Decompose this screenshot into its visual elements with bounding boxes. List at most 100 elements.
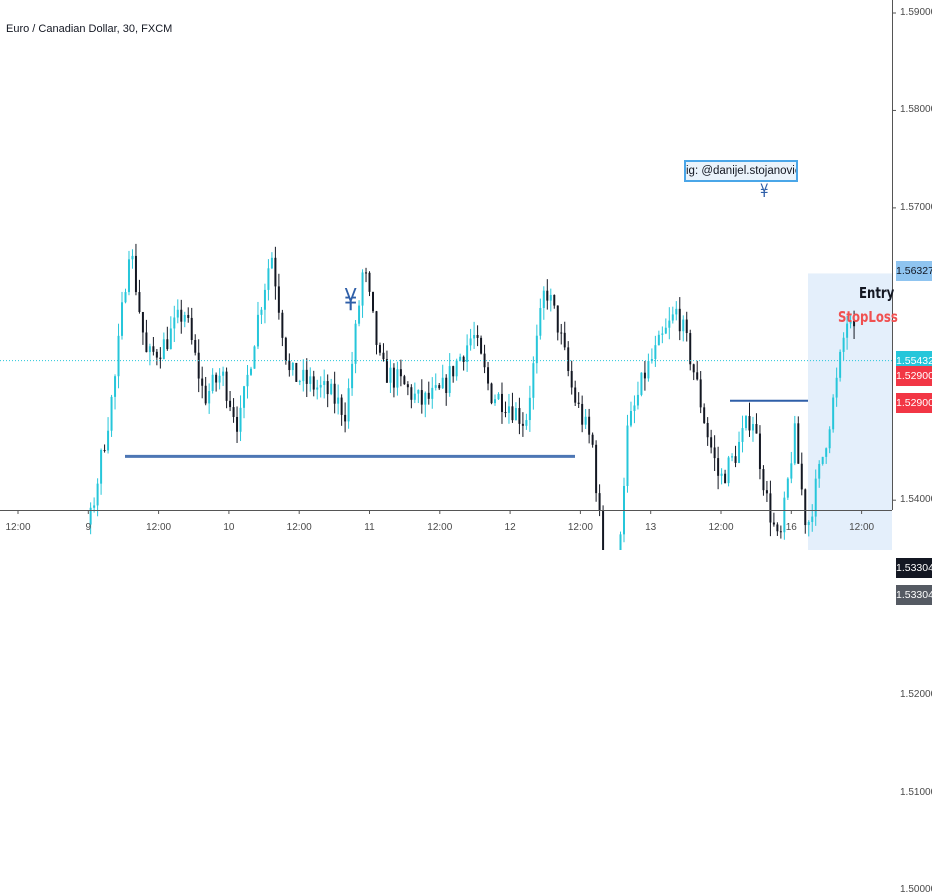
candle-body [731,456,734,458]
candle-body [595,444,598,494]
x-tick-label: 12 [504,522,516,533]
stoploss-label: StopLoss [838,308,898,326]
candle-body [211,374,214,391]
candle-body [650,359,653,362]
candle-body [222,371,225,376]
y-tick-label: 1.52000 [900,689,932,701]
candle-body [720,473,723,476]
candle-body [748,416,751,431]
candle-body [114,376,117,397]
candle-body [539,308,542,336]
candle-body [204,385,207,404]
candle-body [330,383,333,395]
candle-body [487,367,490,384]
x-tick-label: 13 [645,522,657,533]
price-badge-stop-dup: 1.52900 [896,393,932,413]
candle-body [466,345,469,362]
candle-body [546,290,549,301]
candle-body [197,352,200,379]
candle-body [507,406,510,413]
candle-body [521,423,524,426]
candle-body [389,367,392,383]
candle-body [525,420,528,426]
candle-body [378,344,381,353]
candle-body [103,450,106,452]
candle-body [710,437,713,448]
candle-body [239,407,242,432]
candle-body [455,360,458,377]
candle-body [246,374,249,387]
candle-body [762,469,765,491]
candle-body [131,255,134,260]
candle-body [274,257,277,287]
candle-body [741,428,744,442]
candle-body [406,384,409,388]
price-badge-entry-dup: 1.53304 [896,585,932,606]
x-tick-label: 12:00 [146,522,172,533]
candle-body [563,332,566,348]
watermark-label[interactable]: ig: @danijel.stojanovicc [684,160,798,182]
candle-body [758,433,761,470]
candle-body [786,478,789,498]
price-badge-target: 1.56327 [896,261,932,282]
candle-body [598,493,601,511]
candle-body [835,377,838,398]
candle-body [107,430,110,451]
candle-body [602,510,605,550]
candle-body [155,351,158,358]
candle-body [302,369,305,382]
candle-body [413,393,416,400]
candle-body [152,346,155,352]
candle-body [839,351,842,378]
candle-body [124,292,127,303]
candle-body [229,400,232,408]
candle-body [291,362,294,371]
candle-body [500,393,503,413]
candle-body [504,412,507,414]
x-tick-label: 12:00 [708,522,734,533]
y-tick-label: 1.54000 [900,494,932,506]
price-chart[interactable] [0,0,932,550]
candle-body [497,393,500,400]
candle-body [420,390,423,405]
candle-body [323,381,326,385]
candle-body [626,425,629,486]
candle-body [462,356,465,362]
x-tick-label: 11 [364,522,375,533]
candle-body [846,323,849,338]
candle-body [713,447,716,459]
candle-body [459,356,462,361]
entry-label: Entry [859,284,895,302]
candle-body [183,314,186,322]
candle-body [755,424,758,434]
candle-body [811,516,814,522]
candle-body [441,377,444,389]
candle-body [772,522,775,525]
candle-body [424,392,427,405]
candle-body [368,272,371,292]
candle-body [180,309,183,322]
level-lines [0,360,892,458]
candle-body [584,416,587,425]
candle-body [480,337,483,354]
candle-body [560,332,563,334]
candle-body [187,314,190,318]
axes [0,0,896,514]
candle-body [145,332,148,353]
candle-body [717,458,720,476]
candle-body [166,339,169,350]
candle-body [277,286,280,313]
candle-body [738,441,741,463]
x-tick-label: 10 [223,522,235,533]
candle-body [340,397,343,415]
candle-body [162,339,165,359]
candle-body [333,383,336,404]
candle-body [253,346,256,369]
candle-body [445,377,448,394]
y-tick-label: 1.50000 [900,883,932,895]
candle-body [347,388,350,422]
price-badge-entry: 1.53304 [896,558,932,579]
candle-body [553,294,556,306]
candle-body [375,311,378,345]
candle-body [734,456,737,463]
